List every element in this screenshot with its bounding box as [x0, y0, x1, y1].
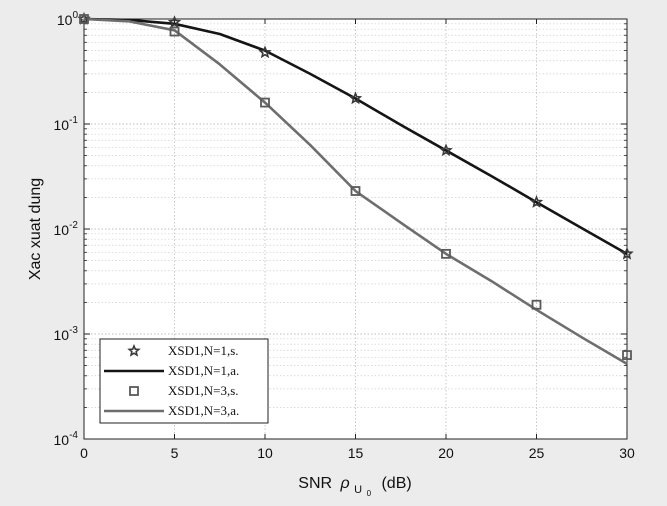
legend-box [99, 338, 269, 424]
series-1-star-point [620, 246, 634, 260]
x-axis-label-subsubscript: 0 [367, 489, 372, 498]
x-axis-label-symbol: ρ [340, 475, 350, 492]
x-tick-label: 25 [529, 445, 545, 461]
y-tick-label: 10-2 [54, 220, 79, 238]
series-2-square-point [350, 186, 361, 196]
legend-entry-label: XSD1,N=3,a. [168, 403, 239, 418]
series-2-square-point [441, 248, 451, 259]
x-tick-label: 10 [257, 445, 273, 461]
x-tick-label: 0 [80, 445, 88, 461]
series-1-star-point [167, 15, 182, 29]
y-axis-ticks: 100 10-1 10-2 10-3 10-4 [54, 10, 627, 448]
x-tick-label: 30 [619, 445, 635, 461]
y-tick-label: 100 [57, 10, 79, 28]
x-axis-label-text: SNR [298, 475, 332, 492]
legend-entry-label: XSD1,N=3,s. [168, 383, 239, 398]
series-line-2 [83, 17, 628, 365]
series-1-star-point [529, 195, 544, 208]
legend-entry-label: XSD1,N=1,s. [168, 343, 239, 358]
x-axis-label-unit: (dB) [381, 475, 411, 492]
legend-star-swatch [127, 343, 141, 357]
series-2-square-point [79, 14, 89, 24]
y-tick-label: 10-1 [54, 115, 79, 133]
series-1-star-point [258, 45, 272, 59]
y-axis-label: Xac xuat dung [27, 178, 44, 280]
y-tick-label: 10-4 [54, 430, 79, 448]
series-2-square-point [169, 26, 180, 37]
x-axis-label-subscript: U [354, 484, 362, 496]
legend-entry-label: XSD1,N=1,a. [168, 363, 239, 378]
x-axis-label: SNR ρ U 0 (dB) [298, 475, 411, 500]
series-1-star-point [348, 91, 363, 105]
x-tick-label: 5 [171, 445, 179, 461]
legend-square-swatch [129, 386, 139, 396]
series-1-star-point [439, 143, 453, 157]
series-2-square-point [622, 350, 632, 360]
x-tick-label: 20 [438, 445, 454, 461]
series-layer [77, 11, 634, 365]
series-2-square-point [531, 299, 542, 310]
x-tick-label: 15 [348, 445, 364, 461]
y-tick-label: 10-3 [54, 325, 79, 343]
series-2-square-point [260, 97, 270, 108]
x-axis-ticks: 0 5 10 15 20 25 30 [80, 19, 635, 461]
legend: XSD1,N=1,s. XSD1,N=1,a. XSD1,N=3,s. XSD1,N=… [99, 338, 269, 424]
